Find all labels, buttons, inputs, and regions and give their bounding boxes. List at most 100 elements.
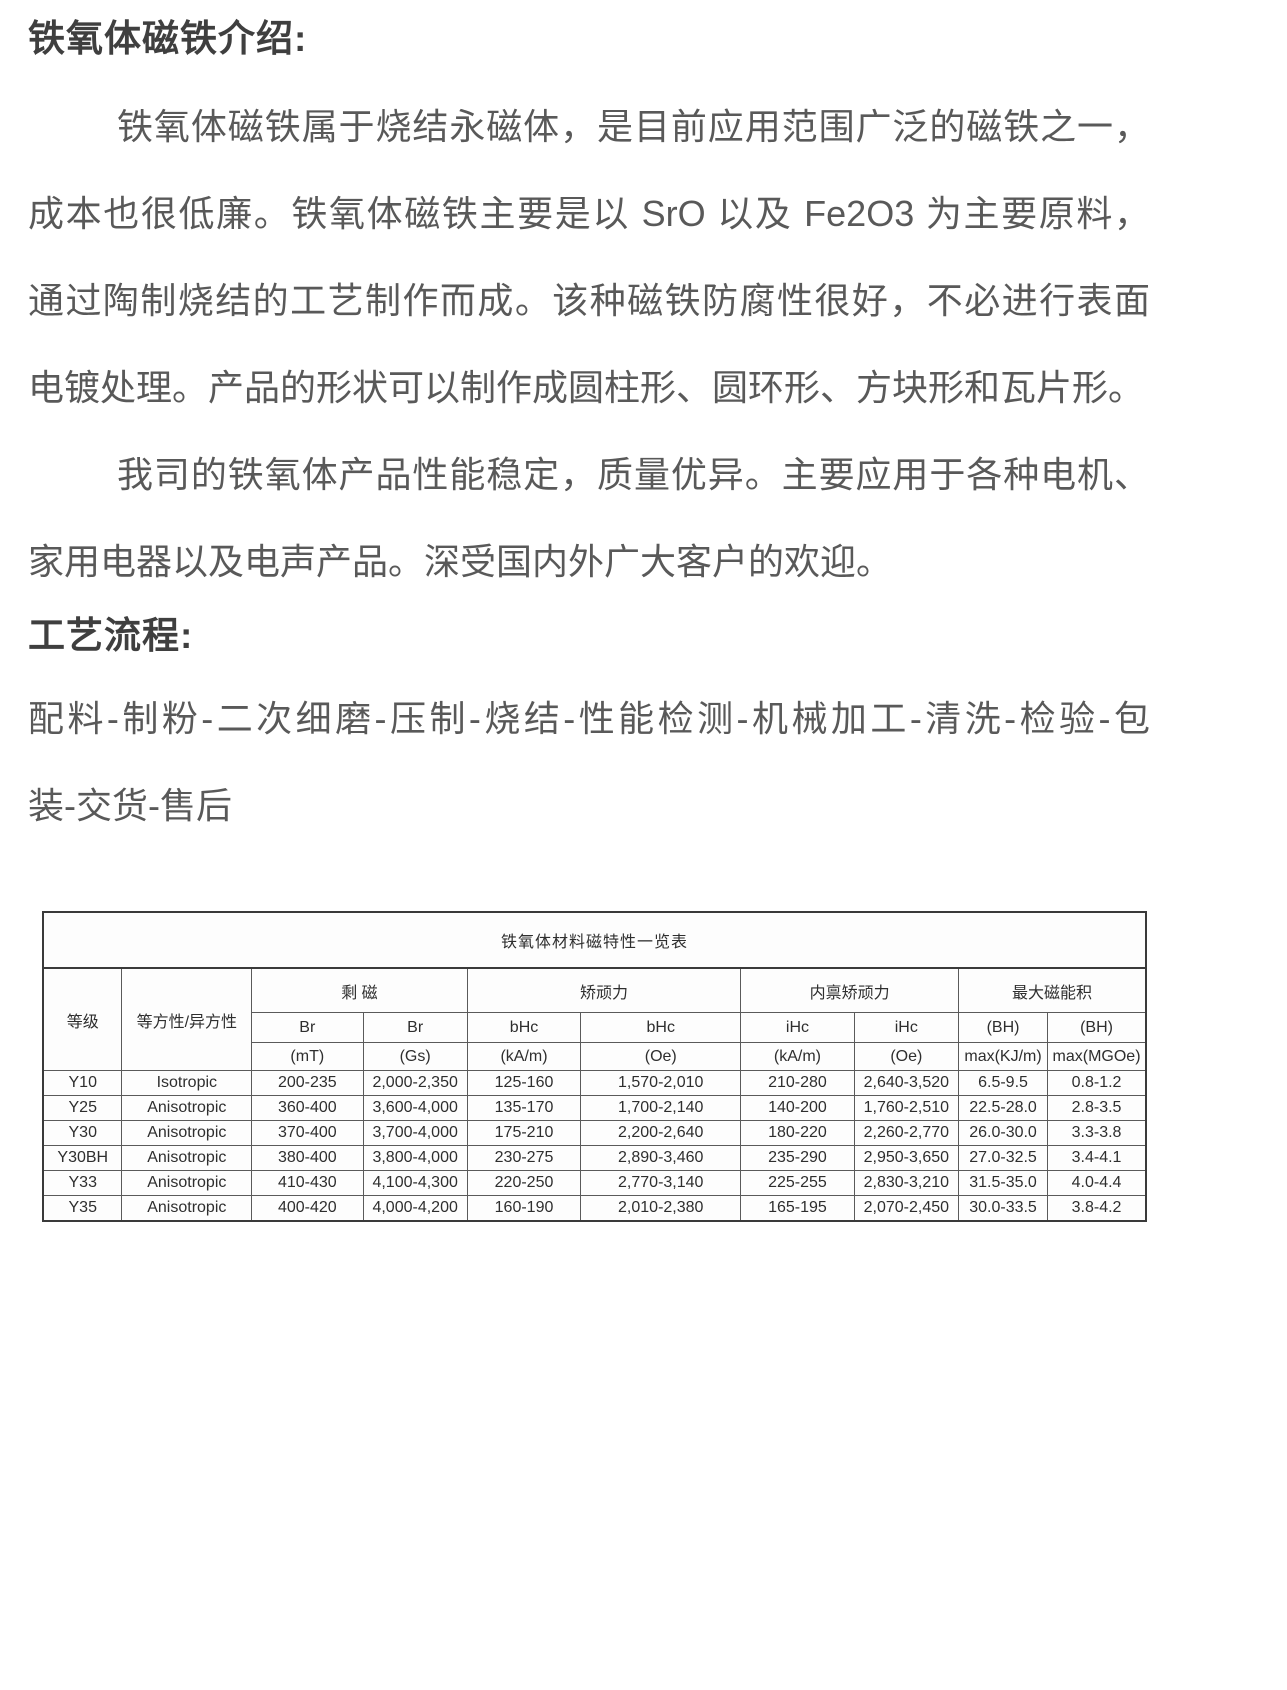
cell-grade: Y30 — [42, 1120, 123, 1146]
cell-value: 400-420 — [251, 1195, 364, 1222]
table-row: Y33 Anisotropic 410-430 4,100-4,300 220-… — [42, 1170, 1147, 1196]
cell-value: 22.5-28.0 — [957, 1095, 1049, 1121]
cell-isotropy: Anisotropic — [121, 1095, 253, 1121]
table-unit-row: (mT) (Gs) (kA/m) (Oe) (kA/m) (Oe) max(KJ… — [43, 1042, 1147, 1071]
cell-value: 0.8-1.2 — [1047, 1070, 1147, 1096]
cell-value: 165-195 — [740, 1195, 855, 1222]
cell-value: 4.0-4.4 — [1047, 1170, 1147, 1196]
cell-value: 225-255 — [740, 1170, 855, 1196]
cell-value: 2.8-3.5 — [1047, 1095, 1147, 1121]
paragraph-line: 电镀处理。产品的形状可以制作成圆柱形、圆环形、方块形和瓦片形。 — [28, 367, 1145, 408]
cell-value: 6.5-9.5 — [957, 1070, 1049, 1096]
table-row: Y10 Isotropic 200-235 2,000-2,350 125-16… — [42, 1070, 1147, 1096]
cell-isotropy: Anisotropic — [121, 1195, 253, 1222]
cell-isotropy: Isotropic — [121, 1070, 253, 1096]
column-header-grade: 等级 — [42, 967, 123, 1071]
cell-isotropy: Anisotropic — [121, 1120, 253, 1146]
cell-value: 2,200-2,640 — [580, 1120, 742, 1146]
cell-grade: Y35 — [42, 1195, 123, 1222]
cell-value: 1,760-2,510 — [853, 1095, 959, 1121]
paragraph-line: 我司的铁氧体产品性能稳定，质量优异。主要应用于各种电机、 — [117, 454, 1150, 495]
cell-value: 2,000-2,350 — [362, 1070, 468, 1096]
cell-value: 2,640-3,520 — [853, 1070, 959, 1096]
process-paragraph: 配料-制粉-二次细磨-压制-烧结-性能检测-机械加工-清洗-检验-包 装-交货-… — [28, 675, 1150, 849]
cell-value: 2,890-3,460 — [580, 1145, 742, 1171]
cell-value: 1,570-2,010 — [580, 1070, 742, 1096]
cell-grade: Y30BH — [42, 1145, 123, 1171]
unit-gs: (Gs) — [362, 1042, 468, 1071]
cell-value: 3,700-4,000 — [362, 1120, 468, 1146]
cell-value: 2,010-2,380 — [580, 1195, 742, 1222]
sub-header-ihc-kam: iHc — [740, 1012, 855, 1043]
cell-value: 3.8-4.2 — [1047, 1195, 1147, 1222]
cell-value: 3.3-3.8 — [1047, 1120, 1147, 1146]
cell-value: 235-290 — [740, 1145, 855, 1171]
table-row: Y35 Anisotropic 400-420 4,000-4,200 160-… — [42, 1195, 1147, 1222]
sub-header-bh-kjm: (BH) — [957, 1012, 1049, 1043]
cell-value: 200-235 — [251, 1070, 364, 1096]
cell-value: 2,770-3,140 — [580, 1170, 742, 1196]
magnetic-properties-table: 铁氧体材料磁特性一览表 等级 等方性/异方性 剩 磁 矫顽力 内禀矫顽力 最大磁… — [42, 911, 1147, 1222]
cell-value: 125-160 — [466, 1070, 582, 1096]
sub-header-ihc-oe: iHc — [853, 1012, 959, 1043]
cell-value: 160-190 — [466, 1195, 582, 1222]
cell-value: 3.4-4.1 — [1047, 1145, 1147, 1171]
sub-header-bh-mgoe: (BH) — [1047, 1012, 1147, 1043]
paragraph-line: 铁氧体磁铁属于烧结永磁体，是目前应用范围广泛的磁铁之一， — [117, 106, 1150, 147]
cell-value: 26.0-30.0 — [957, 1120, 1049, 1146]
cell-value: 4,100-4,300 — [362, 1170, 468, 1196]
process-heading: 工艺流程: — [28, 615, 194, 656]
table-title-row: 铁氧体材料磁特性一览表 — [42, 911, 1147, 969]
cell-value: 3,800-4,000 — [362, 1145, 468, 1171]
paragraph-line: 家用电器以及电声产品。深受国内外广大客户的欢迎。 — [28, 541, 893, 582]
table-group-header-row: 等级 等方性/异方性 剩 磁 矫顽力 内禀矫顽力 最大磁能积 — [42, 967, 1147, 1071]
cell-value: 2,070-2,450 — [853, 1195, 959, 1222]
cell-value: 3,600-4,000 — [362, 1095, 468, 1121]
cell-grade: Y10 — [42, 1070, 123, 1096]
table-row: Y30 Anisotropic 370-400 3,700-4,000 175-… — [42, 1120, 1147, 1146]
cell-value: 27.0-32.5 — [957, 1145, 1049, 1171]
cell-grade: Y33 — [42, 1170, 123, 1196]
unit-max-mgoe: max(MGOe) — [1047, 1042, 1147, 1071]
cell-value: 2,260-2,770 — [853, 1120, 959, 1146]
paragraph-line: 通过陶制烧结的工艺制作而成。该种磁铁防腐性很好，不必进行表面 — [28, 280, 1150, 321]
unit-kam-2: (kA/m) — [740, 1042, 855, 1071]
paragraph-line: 装-交货-售后 — [28, 785, 232, 826]
sub-header-bhc-oe: bHc — [580, 1012, 742, 1043]
sub-header-bhc-kam: bHc — [466, 1012, 582, 1043]
paragraph-line: 成本也很低廉。铁氧体磁铁主要是以 SrO 以及 Fe2O3 为主要原料， — [28, 193, 1150, 234]
unit-oe-1: (Oe) — [580, 1042, 742, 1071]
column-header-isotropy: 等方性/异方性 — [121, 967, 253, 1071]
cell-grade: Y25 — [42, 1095, 123, 1121]
intro-heading: 铁氧体磁铁介绍: — [28, 18, 308, 59]
cell-value: 1,700-2,140 — [580, 1095, 742, 1121]
table-sub-header-row: Br Br bHc bHc iHc iHc (BH) (BH) — [43, 1012, 1147, 1043]
unit-oe-2: (Oe) — [853, 1042, 959, 1071]
group-header-remanence: 剩 磁 — [251, 967, 468, 1013]
unit-kam-1: (kA/m) — [466, 1042, 582, 1071]
cell-value: 360-400 — [251, 1095, 364, 1121]
group-header-coercivity: 矫顽力 — [466, 967, 742, 1013]
unit-max-kjm: max(KJ/m) — [957, 1042, 1049, 1071]
cell-value: 2,830-3,210 — [853, 1170, 959, 1196]
cell-value: 4,000-4,200 — [362, 1195, 468, 1222]
cell-value: 30.0-33.5 — [957, 1195, 1049, 1222]
cell-value: 230-275 — [466, 1145, 582, 1171]
cell-value: 2,950-3,650 — [853, 1145, 959, 1171]
cell-value: 410-430 — [251, 1170, 364, 1196]
cell-value: 140-200 — [740, 1095, 855, 1121]
table-row: Y25 Anisotropic 360-400 3,600-4,000 135-… — [42, 1095, 1147, 1121]
sub-header-br-mt: Br — [251, 1012, 364, 1043]
unit-mt: (mT) — [251, 1042, 364, 1071]
cell-value: 180-220 — [740, 1120, 855, 1146]
cell-value: 370-400 — [251, 1120, 364, 1146]
cell-value: 220-250 — [466, 1170, 582, 1196]
cell-value: 135-170 — [466, 1095, 582, 1121]
cell-value: 31.5-35.0 — [957, 1170, 1049, 1196]
cell-value: 175-210 — [466, 1120, 582, 1146]
group-header-intrinsic-coercivity: 内禀矫顽力 — [740, 967, 959, 1013]
cell-value: 380-400 — [251, 1145, 364, 1171]
sub-header-br-gs: Br — [362, 1012, 468, 1043]
cell-value: 210-280 — [740, 1070, 855, 1096]
paragraph-line: 配料-制粉-二次细磨-压制-烧结-性能检测-机械加工-清洗-检验-包 — [28, 698, 1150, 739]
